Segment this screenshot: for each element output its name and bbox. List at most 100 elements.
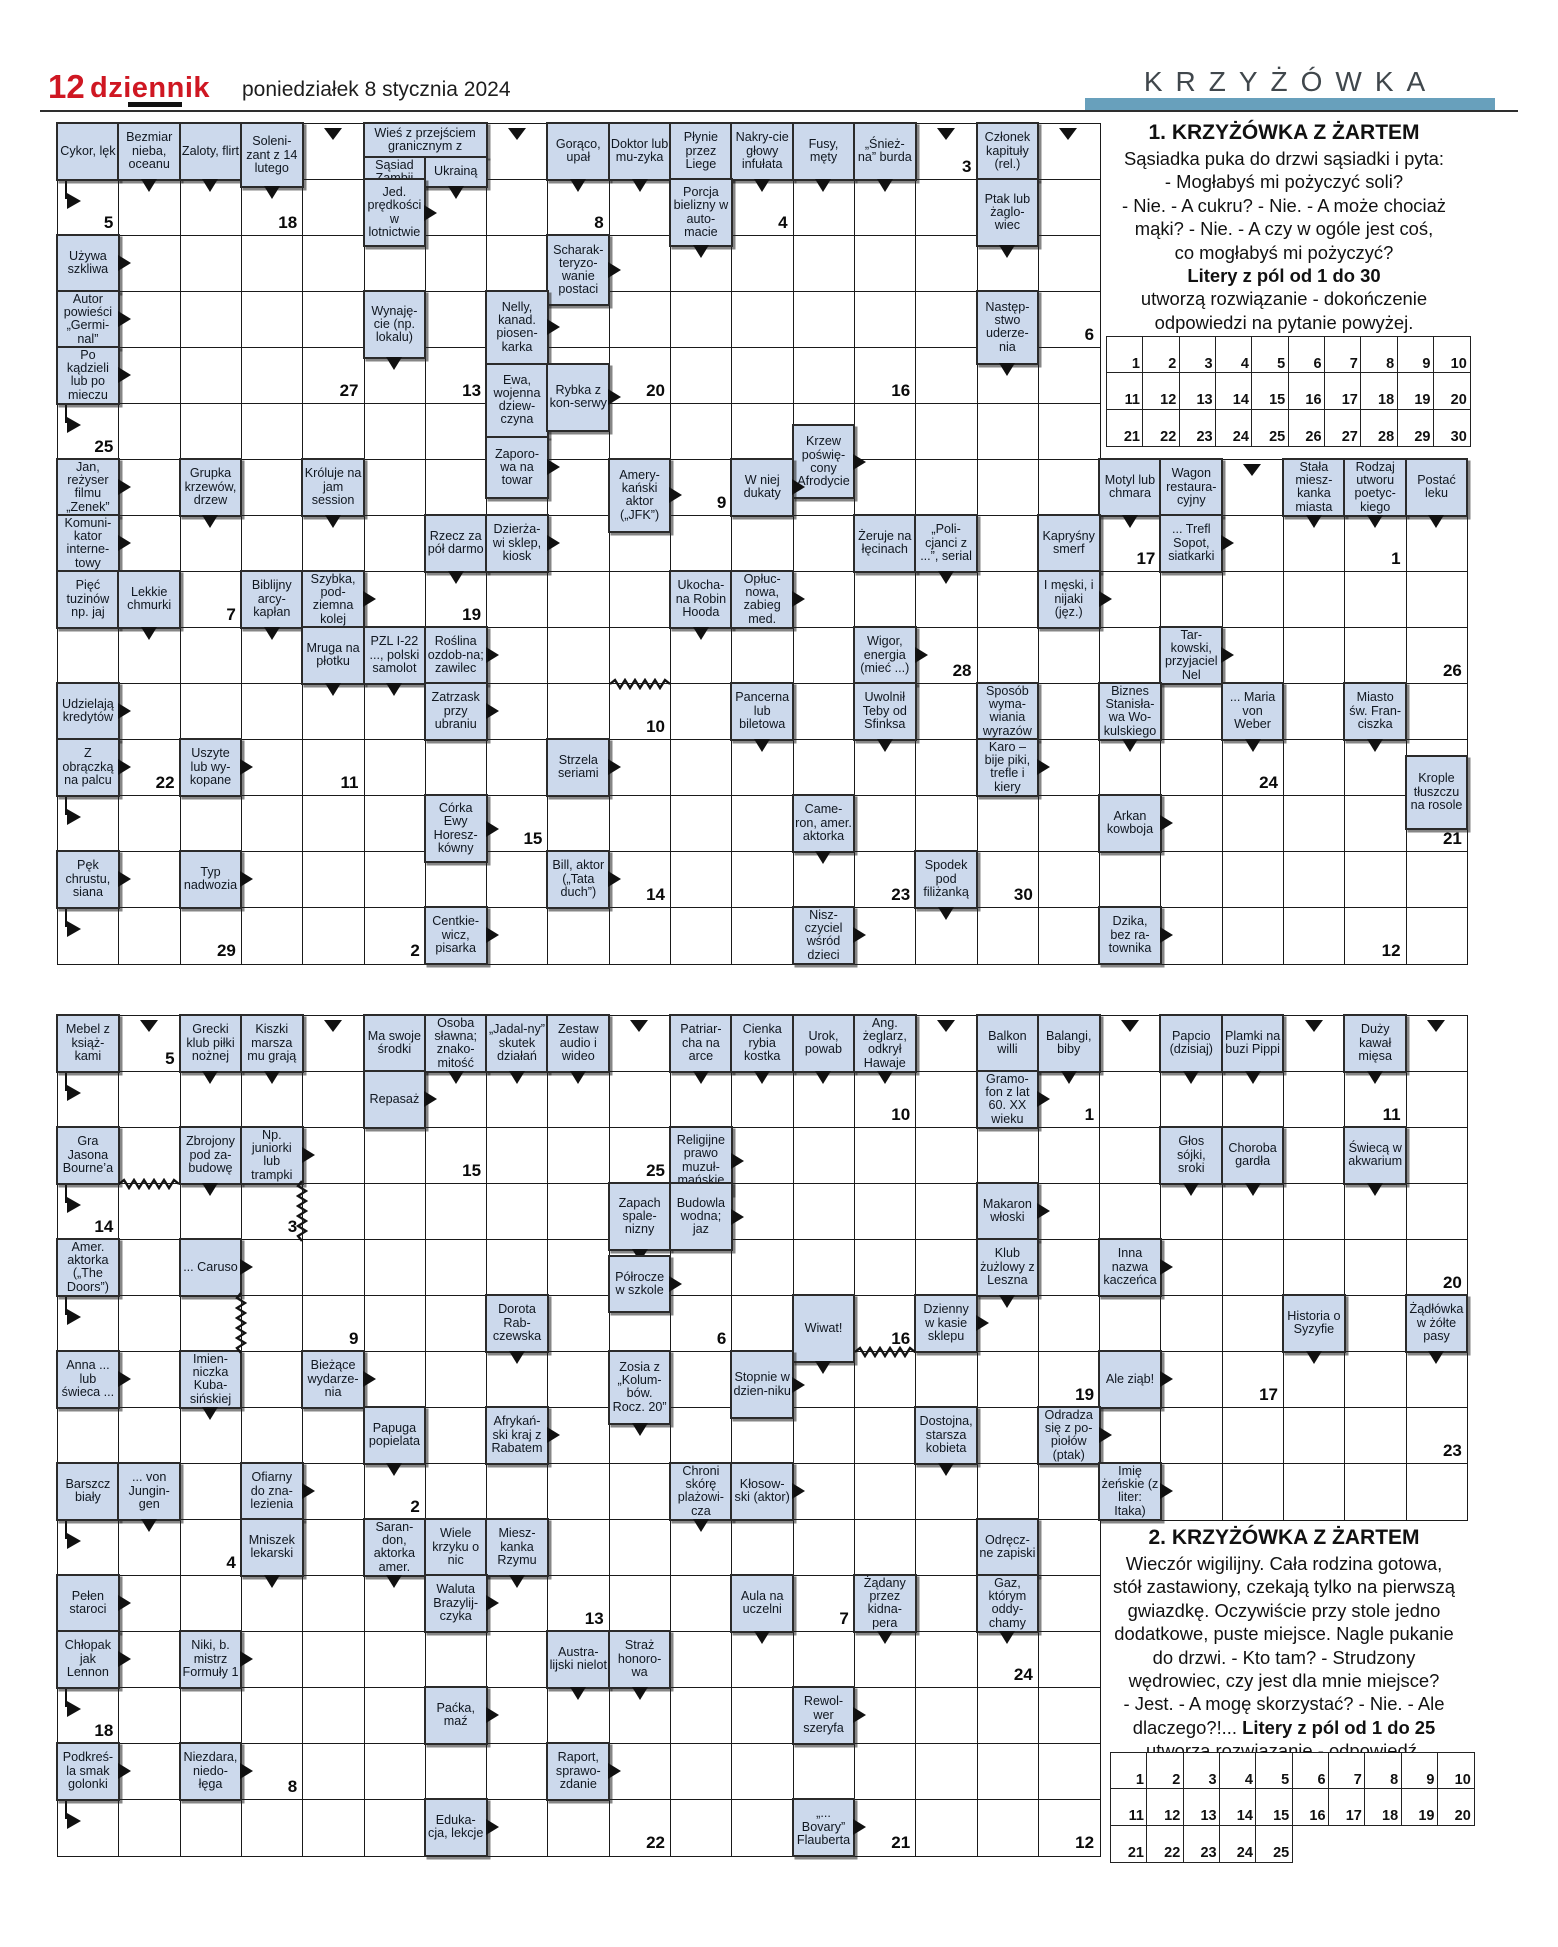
grid-cell[interactable]: [240, 683, 304, 741]
grid-cell[interactable]: [179, 1463, 243, 1521]
answer-box[interactable]: 18: [1360, 372, 1399, 411]
grid-cell[interactable]: [608, 571, 672, 629]
grid-cell[interactable]: [302, 795, 365, 853]
answer-box[interactable]: 8: [1364, 1752, 1403, 1790]
answer-box[interactable]: 13: [1182, 1788, 1221, 1827]
answer-box[interactable]: 14: [1218, 1788, 1257, 1827]
grid-cell[interactable]: [302, 851, 365, 909]
grid-cell[interactable]: [853, 1687, 917, 1745]
grid-cell[interactable]: [670, 1743, 733, 1801]
grid-cell[interactable]: [302, 1799, 365, 1857]
grid-cell[interactable]: [547, 683, 611, 741]
grid-cell[interactable]: [731, 1295, 795, 1353]
grid-cell[interactable]: [915, 1071, 978, 1129]
grid-cell[interactable]: [240, 347, 304, 405]
grid-cell[interactable]: [853, 571, 917, 629]
grid-cell[interactable]: [792, 347, 856, 405]
grid-cell[interactable]: [976, 627, 1040, 685]
grid-cell[interactable]: [792, 1631, 856, 1689]
grid-cell[interactable]: [424, 1407, 488, 1465]
grid-cell[interactable]: [363, 795, 427, 853]
grid-cell[interactable]: [179, 1295, 243, 1353]
grid-cell[interactable]: [547, 1239, 611, 1297]
grid-cell[interactable]: [1283, 907, 1346, 965]
answer-box[interactable]: 4: [1218, 1752, 1257, 1790]
grid-cell[interactable]: [363, 1799, 427, 1857]
grid-cell[interactable]: [118, 795, 182, 853]
answer-box[interactable]: 24: [1214, 408, 1253, 447]
grid-cell[interactable]: [915, 1519, 978, 1577]
grid-cell[interactable]: [1283, 851, 1346, 909]
grid-cell[interactable]: [915, 291, 978, 349]
grid-cell[interactable]: [853, 1239, 917, 1297]
grid-cell[interactable]: [363, 1295, 427, 1353]
grid-cell[interactable]: [853, 1183, 917, 1241]
grid-cell[interactable]: [670, 795, 733, 853]
grid-cell[interactable]: [240, 1799, 304, 1857]
answer-box[interactable]: 25: [1255, 1824, 1294, 1863]
grid-cell[interactable]: [731, 1519, 795, 1577]
grid-cell[interactable]: [1037, 1575, 1101, 1633]
answer-box[interactable]: 28: [1360, 408, 1399, 447]
answer-box[interactable]: 30: [1432, 408, 1471, 447]
grid-cell[interactable]: [915, 1239, 978, 1297]
grid-cell[interactable]: [1221, 907, 1285, 965]
grid-cell[interactable]: [731, 1687, 795, 1745]
grid-cell[interactable]: [915, 459, 978, 517]
grid-cell[interactable]: [179, 627, 243, 685]
answer-box[interactable]: 12: [1146, 1788, 1185, 1827]
grid-cell[interactable]: [1099, 1295, 1162, 1353]
grid-cell[interactable]: [792, 1743, 856, 1801]
grid-cell[interactable]: [1405, 627, 1469, 685]
grid-cell[interactable]: [792, 515, 856, 573]
grid-cell[interactable]: [57, 1407, 120, 1465]
grid-cell[interactable]: [1221, 795, 1285, 853]
answer-box[interactable]: 5: [1251, 336, 1290, 374]
grid-cell[interactable]: [1221, 1407, 1285, 1465]
grid-cell[interactable]: [302, 1239, 365, 1297]
grid-cell[interactable]: [486, 1239, 549, 1297]
grid-cell[interactable]: [792, 291, 856, 349]
answer-box[interactable]: 7: [1323, 336, 1362, 374]
grid-cell[interactable]: [731, 907, 795, 965]
grid-cell[interactable]: [853, 1407, 917, 1465]
grid-cell[interactable]: [1221, 1463, 1285, 1521]
answer-box[interactable]: 9: [1396, 336, 1435, 374]
grid-cell[interactable]: [1283, 683, 1346, 741]
grid-cell[interactable]: [424, 1743, 488, 1801]
grid-cell[interactable]: [486, 1631, 549, 1689]
grid-cell[interactable]: [731, 1799, 795, 1857]
grid-cell[interactable]: [118, 1071, 182, 1129]
grid-cell[interactable]: [976, 403, 1040, 461]
grid-cell[interactable]: [1099, 851, 1162, 909]
grid-cell[interactable]: [1405, 851, 1469, 909]
grid-cell[interactable]: [731, 403, 795, 461]
grid-cell[interactable]: [547, 1183, 611, 1241]
grid-cell[interactable]: [792, 235, 856, 293]
grid-cell[interactable]: [976, 459, 1040, 517]
grid-cell[interactable]: [1405, 571, 1469, 629]
grid-cell[interactable]: [57, 627, 120, 685]
grid-cell[interactable]: [1221, 851, 1285, 909]
grid-cell[interactable]: [670, 1575, 733, 1633]
grid-cell[interactable]: [240, 235, 304, 293]
grid-cell[interactable]: [486, 851, 549, 909]
grid-cell[interactable]: [731, 851, 795, 909]
grid-cell[interactable]: [853, 1743, 917, 1801]
grid-cell[interactable]: [424, 739, 488, 797]
grid-cell[interactable]: [608, 1127, 672, 1185]
grid-cell[interactable]: [424, 1351, 488, 1409]
grid-cell[interactable]: [547, 1463, 611, 1521]
answer-box[interactable]: 2: [1146, 1752, 1185, 1790]
grid-cell[interactable]: [547, 1295, 611, 1353]
grid-cell[interactable]: [1037, 1519, 1101, 1577]
grid-cell[interactable]: [424, 1183, 488, 1241]
answer-box[interactable]: 27: [1323, 408, 1362, 447]
grid-cell[interactable]: [1405, 907, 1469, 965]
grid-cell[interactable]: [179, 1687, 243, 1745]
grid-cell[interactable]: [547, 1575, 611, 1633]
answer-box[interactable]: 10: [1432, 336, 1471, 374]
grid-cell[interactable]: [118, 907, 182, 965]
grid-cell[interactable]: [1099, 1071, 1162, 1129]
answer-box[interactable]: 7: [1327, 1752, 1366, 1790]
